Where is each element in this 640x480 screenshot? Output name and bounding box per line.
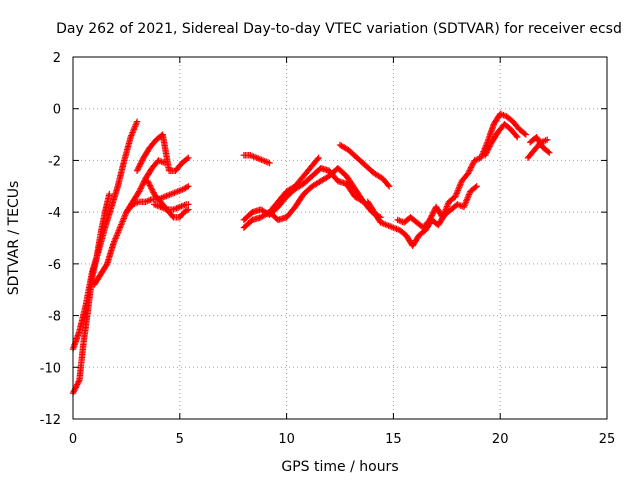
y-tick-label: 2 — [53, 51, 61, 66]
x-tick-label: 25 — [599, 432, 616, 447]
x-tick-label: 10 — [278, 432, 295, 447]
axis-ticks: 0 5 10 15 20 25 -12 -10 -8 -6 -4 -2 0 2 — [40, 51, 616, 447]
y-tick-label: -6 — [48, 258, 61, 273]
y-tick-label: -12 — [40, 413, 61, 428]
series-arc-17 — [526, 133, 553, 156]
series-arc-2 — [133, 131, 192, 174]
series-arc-12 — [336, 141, 393, 190]
data-point-markers — [69, 190, 113, 397]
series-arc-13 — [364, 183, 480, 249]
chart-title: Day 262 of 2021, Sidereal Day-to-day VTE… — [56, 21, 622, 37]
x-axis-label: GPS time / hours — [281, 459, 398, 475]
data-point-markers — [133, 131, 192, 174]
y-tick-label: 0 — [53, 103, 61, 118]
data-point-markers — [394, 110, 530, 231]
data-point-markers — [336, 141, 393, 190]
data-point-markers — [266, 154, 322, 216]
data-point-markers — [482, 121, 521, 159]
series-arc-3 — [69, 190, 113, 397]
y-tick-label: -8 — [48, 310, 61, 325]
gridlines — [73, 57, 607, 419]
y-tick-label: -2 — [48, 154, 61, 169]
series-arc-1 — [69, 118, 141, 353]
y-tick-label: -4 — [48, 206, 61, 221]
x-tick-label: 5 — [176, 432, 184, 447]
x-tick-label: 20 — [492, 432, 509, 447]
plot-frame — [72, 56, 608, 420]
series-arc-8 — [240, 152, 273, 167]
x-tick-label: 0 — [69, 432, 77, 447]
data-point-markers — [364, 183, 480, 249]
y-tick-label: -10 — [40, 361, 61, 376]
data-point-markers — [240, 152, 273, 167]
x-tick-label: 15 — [385, 432, 402, 447]
data-series — [69, 110, 553, 397]
data-point-markers — [150, 201, 192, 213]
series-arc-15 — [482, 121, 521, 159]
data-point-markers — [526, 133, 553, 156]
data-point-markers — [240, 164, 376, 231]
series-arc-11 — [266, 154, 322, 216]
series-arc-14 — [394, 110, 530, 231]
y-axis-label: SDTVAR / TECUs — [6, 181, 22, 296]
series-arc-7 — [150, 201, 192, 213]
series-arc-10 — [240, 164, 376, 231]
data-point-markers — [69, 118, 141, 353]
